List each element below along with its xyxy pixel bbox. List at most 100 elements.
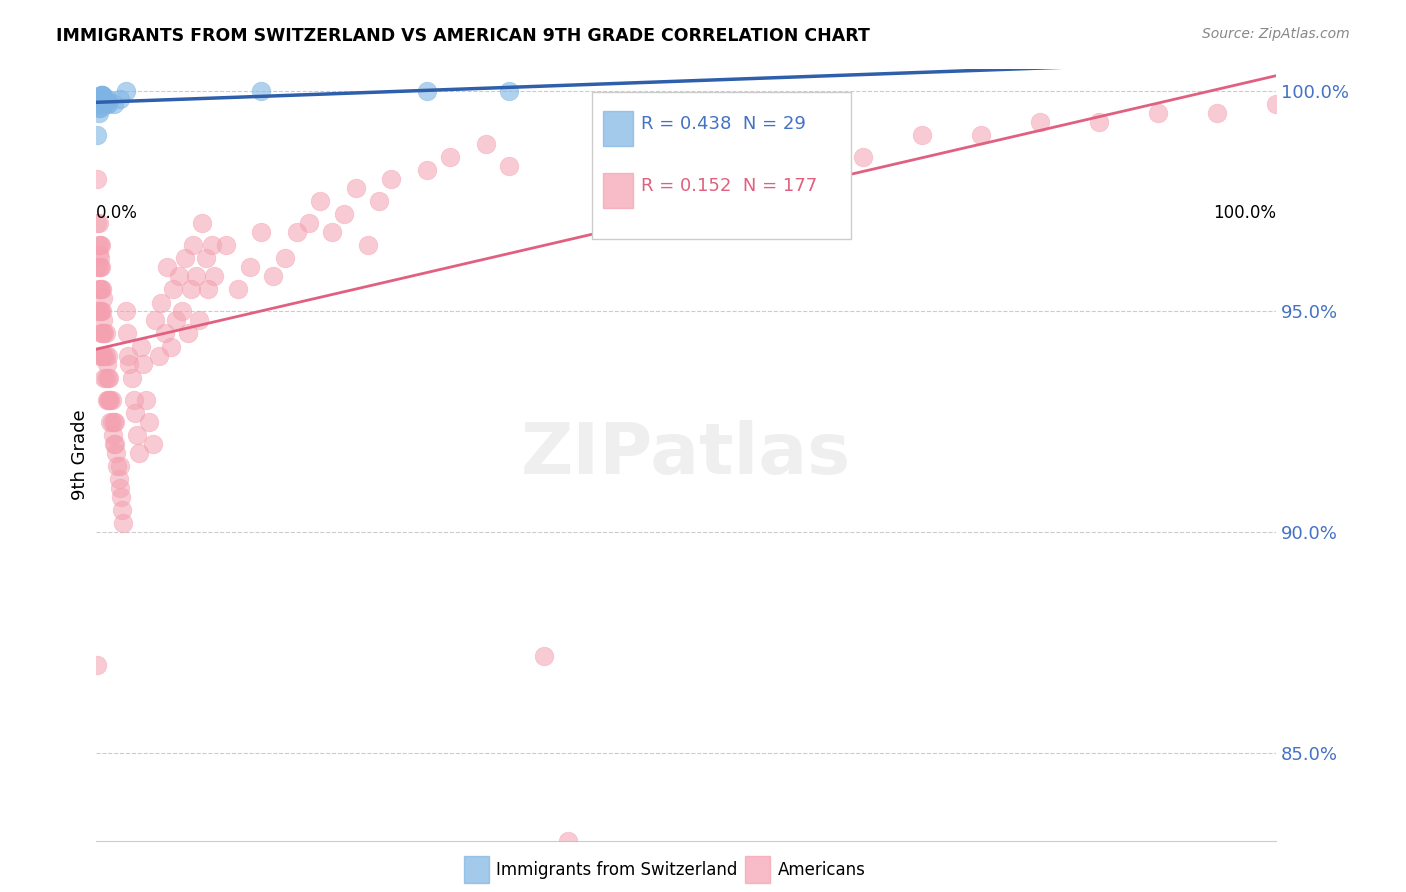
Point (118, 358, 141, 372)
Point (250, 84, 273, 98)
Point (89, 92, 111, 106)
Point (127, 428, 149, 442)
Point (96, 392, 118, 407)
Point (87, 282, 110, 296)
Point (194, 252, 217, 266)
Point (415, 84, 437, 98)
Point (107, 458, 129, 473)
Point (94, 326, 117, 341)
Point (197, 282, 219, 296)
Point (98, 415, 121, 429)
Point (86, 304, 108, 318)
Point (94, 92, 117, 106)
Text: Americans: Americans (778, 861, 866, 879)
Point (89, 238, 111, 252)
Point (93, 96, 115, 111)
Point (191, 216, 214, 230)
Point (1088, 114, 1111, 128)
Point (90, 282, 112, 296)
Point (91, 88, 114, 103)
Text: Source: ZipAtlas.com: Source: ZipAtlas.com (1202, 27, 1350, 41)
Y-axis label: 9th Grade: 9th Grade (72, 409, 89, 500)
Point (108, 458, 131, 473)
Point (98, 392, 121, 407)
Point (89, 304, 111, 318)
Point (135, 392, 157, 407)
Point (173, 252, 195, 266)
Point (100, 415, 122, 429)
Point (162, 282, 184, 296)
Point (97, 96, 120, 111)
Point (368, 194, 391, 208)
Point (238, 260, 260, 275)
Point (297, 216, 319, 230)
Point (1206, 105, 1229, 120)
Point (533, 648, 555, 663)
Point (103, 96, 125, 111)
Point (114, 84, 136, 98)
Point (104, 437, 127, 451)
Point (91, 326, 114, 341)
FancyBboxPatch shape (603, 111, 633, 145)
Point (105, 446, 128, 460)
Point (96, 358, 118, 372)
Point (87, 238, 110, 252)
Point (108, 481, 131, 495)
FancyBboxPatch shape (603, 173, 633, 208)
Point (498, 84, 520, 98)
Text: Immigrants from Switzerland: Immigrants from Switzerland (496, 861, 738, 879)
Point (90, 92, 112, 106)
Point (89, 96, 111, 111)
Point (91, 304, 114, 318)
Point (107, 472, 129, 486)
Point (616, 163, 638, 178)
Point (356, 238, 378, 252)
Point (165, 313, 187, 327)
Point (111, 503, 134, 517)
Point (852, 150, 875, 164)
Point (104, 415, 127, 429)
Text: 100.0%: 100.0% (1213, 203, 1277, 222)
Point (91, 313, 114, 327)
Point (97, 92, 120, 106)
Point (91, 92, 114, 106)
Point (156, 260, 179, 275)
Point (87, 101, 110, 115)
Point (124, 406, 146, 420)
Point (557, 834, 579, 848)
Point (226, 282, 249, 296)
Point (201, 238, 224, 252)
Point (86, 260, 108, 275)
Point (90, 88, 112, 103)
Text: 0.0%: 0.0% (96, 203, 138, 222)
Point (87, 260, 110, 275)
Point (90, 260, 112, 275)
Point (285, 225, 308, 239)
Point (87, 216, 110, 230)
Point (87, 304, 110, 318)
Point (97, 349, 120, 363)
Point (128, 446, 150, 460)
Point (94, 370, 117, 384)
Point (91, 282, 114, 296)
Point (91, 349, 114, 363)
Point (498, 159, 520, 173)
Point (142, 437, 165, 451)
Point (415, 163, 437, 178)
Point (167, 268, 190, 283)
Point (86, 657, 108, 672)
Point (439, 150, 461, 164)
Point (121, 370, 143, 384)
Point (159, 340, 181, 354)
Point (90, 92, 112, 106)
Point (90, 238, 112, 252)
Point (344, 180, 367, 194)
Point (250, 225, 273, 239)
Point (91, 349, 114, 363)
Point (181, 238, 204, 252)
Point (98, 370, 121, 384)
Point (87, 105, 110, 120)
Point (96, 96, 118, 111)
Text: R = 0.438  N = 29: R = 0.438 N = 29 (641, 115, 806, 133)
Point (97, 392, 120, 407)
